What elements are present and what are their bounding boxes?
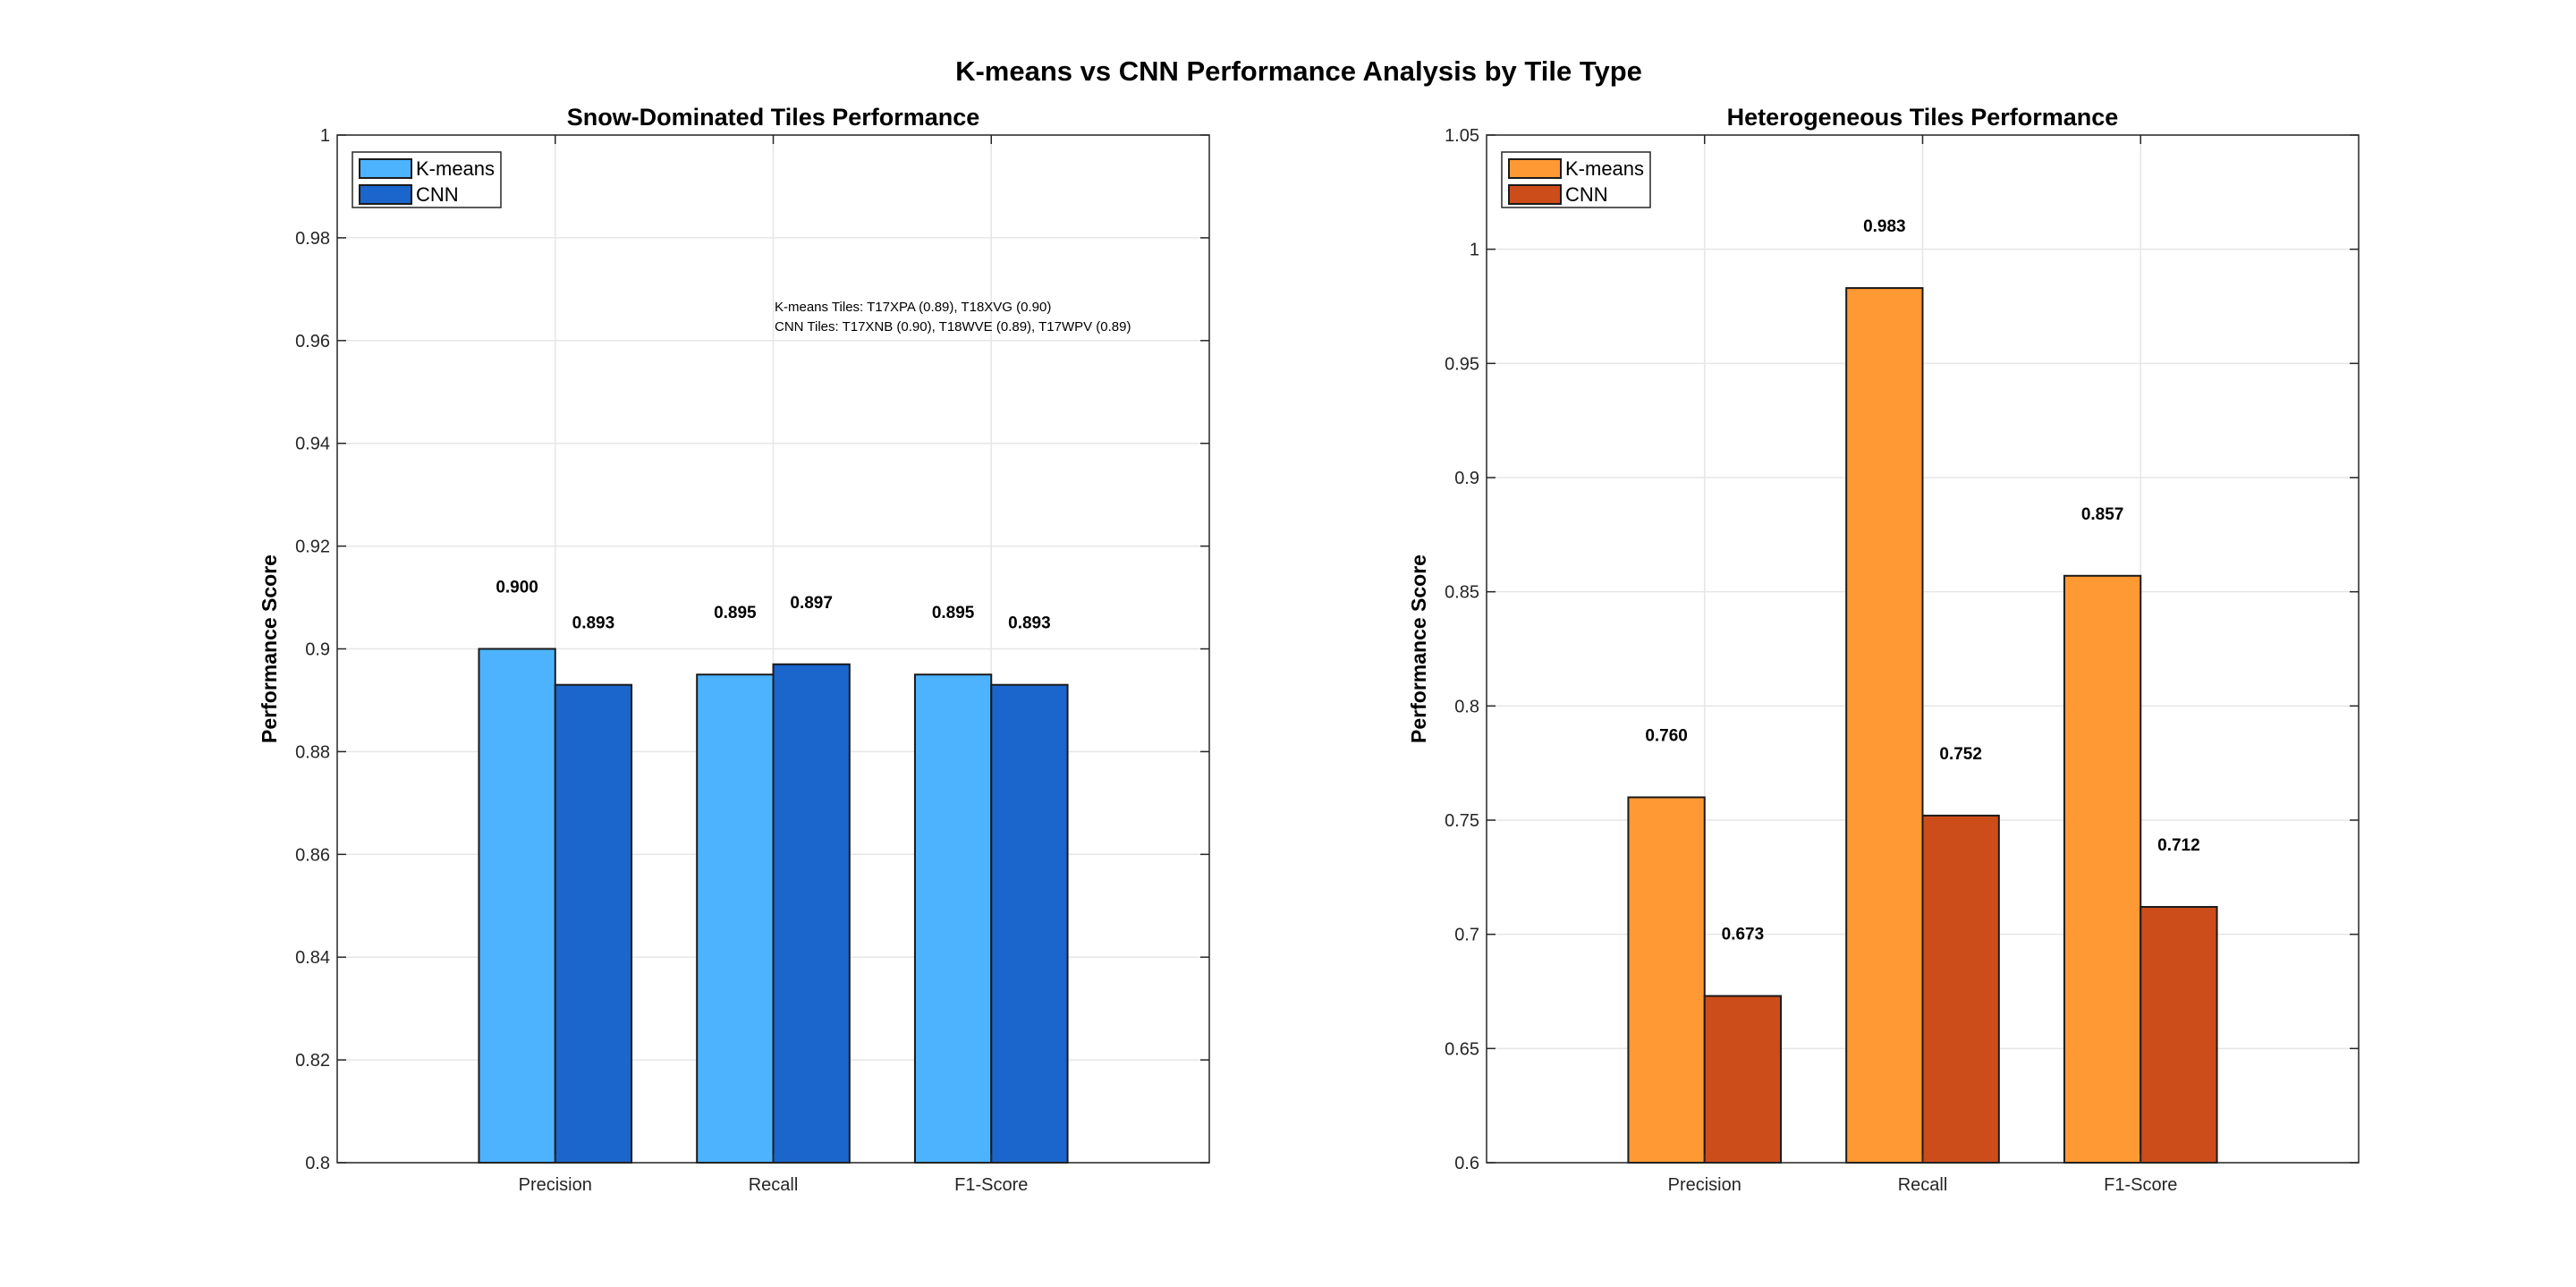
data-label: 0.760 bbox=[1645, 726, 1688, 745]
ytick-label: 0.6 bbox=[1454, 1154, 1479, 1173]
ytick-label: 0.9 bbox=[305, 640, 330, 660]
chart-title: Snow-Dominated Tiles Performance bbox=[567, 104, 980, 131]
xtick-label: Precision bbox=[519, 1175, 592, 1195]
ytick-label: 1.05 bbox=[1445, 126, 1479, 146]
ytick-label: 0.85 bbox=[1445, 583, 1479, 603]
data-label: 0.897 bbox=[790, 594, 833, 613]
data-label: 0.900 bbox=[496, 579, 538, 597]
bar-k-means-recall bbox=[696, 673, 775, 1164]
ytick-label: 0.86 bbox=[295, 845, 330, 865]
xtick-label: Recall bbox=[749, 1175, 799, 1195]
legend-swatch bbox=[1508, 184, 1562, 205]
data-label: 0.893 bbox=[1008, 614, 1051, 633]
data-label: 0.752 bbox=[1939, 745, 1982, 764]
ytick-label: 0.94 bbox=[295, 435, 330, 454]
chart-heterogeneous: 0.760 0.983 0.857 0.673 0.752 0.712 0.6 0.65 0.7… bbox=[1407, 104, 2360, 1195]
legend-swatch bbox=[359, 158, 412, 179]
xtick-label: Precision bbox=[1668, 1175, 1741, 1195]
bar-k-means-recall bbox=[1845, 287, 1924, 1164]
legend: K-means CNN bbox=[352, 151, 502, 208]
ytick-label: 0.95 bbox=[1445, 354, 1479, 374]
ytick-label: 0.8 bbox=[1454, 697, 1479, 716]
xtick-label: F1-Score bbox=[954, 1175, 1028, 1195]
annotation-text: CNN Tiles: T17XNB (0.90), T18WVE (0.89),… bbox=[775, 319, 1131, 334]
bar-k-means-f1-score bbox=[2063, 574, 2142, 1164]
data-label: 0.893 bbox=[572, 614, 615, 633]
bar-cnn-precision bbox=[1703, 995, 1783, 1164]
bar-cnn-precision bbox=[554, 683, 633, 1164]
legend-label: K-means bbox=[416, 157, 495, 180]
bar-cnn-recall bbox=[1921, 814, 2000, 1164]
legend-label: K-means bbox=[1565, 157, 1644, 180]
data-label: 0.857 bbox=[2081, 505, 2124, 524]
ytick-label: 0.7 bbox=[1454, 926, 1479, 945]
ytick-label: 0.98 bbox=[295, 229, 330, 249]
ytick-label: 0.96 bbox=[295, 332, 330, 351]
legend-label: CNN bbox=[416, 183, 459, 206]
bar-k-means-precision bbox=[1627, 796, 1706, 1164]
bar-k-means-f1-score bbox=[913, 673, 993, 1164]
bar-cnn-recall bbox=[772, 663, 851, 1164]
y-axis-label: Performance Score bbox=[258, 555, 281, 743]
bar-cnn-f1-score bbox=[990, 683, 1069, 1164]
bar-cnn-f1-score bbox=[2140, 906, 2218, 1164]
data-label: 0.983 bbox=[1863, 217, 1906, 236]
data-label: 0.712 bbox=[2157, 836, 2200, 855]
y-axis-label: Performance Score bbox=[1407, 555, 1430, 743]
ytick-label: 0.84 bbox=[295, 948, 330, 968]
annotation-text: K-means Tiles: T17XPA (0.89), T18XVG (0.… bbox=[775, 300, 1051, 315]
ytick-label: 1 bbox=[320, 126, 330, 146]
xtick-label: Recall bbox=[1898, 1175, 1948, 1195]
ytick-label: 1 bbox=[1470, 241, 1479, 260]
ytick-label: 0.8 bbox=[305, 1154, 330, 1173]
legend: K-means CNN bbox=[1501, 151, 1651, 208]
bar-k-means-precision bbox=[478, 648, 556, 1164]
ytick-label: 0.9 bbox=[1454, 469, 1479, 488]
ytick-label: 0.82 bbox=[295, 1051, 330, 1071]
ytick-label: 0.88 bbox=[295, 742, 330, 762]
chart-snow-dominated: 0.900 0.895 0.895 0.893 0.897 0.893 0.8 0.82 0.8… bbox=[258, 104, 1210, 1195]
ytick-label: 0.75 bbox=[1445, 811, 1479, 831]
legend-swatch bbox=[359, 184, 412, 205]
chart-title: Heterogeneous Tiles Performance bbox=[1727, 104, 2119, 131]
legend-label: CNN bbox=[1565, 183, 1608, 206]
ytick-label: 0.92 bbox=[295, 538, 330, 557]
ytick-label: 0.65 bbox=[1445, 1039, 1479, 1059]
data-label: 0.895 bbox=[714, 604, 757, 622]
legend-swatch bbox=[1508, 158, 1562, 179]
data-label: 0.895 bbox=[932, 604, 975, 622]
xtick-label: F1-Score bbox=[2104, 1175, 2177, 1195]
data-label: 0.673 bbox=[1722, 926, 1765, 944]
figure-title: K-means vs CNN Performance Analysis by T… bbox=[955, 55, 1642, 87]
